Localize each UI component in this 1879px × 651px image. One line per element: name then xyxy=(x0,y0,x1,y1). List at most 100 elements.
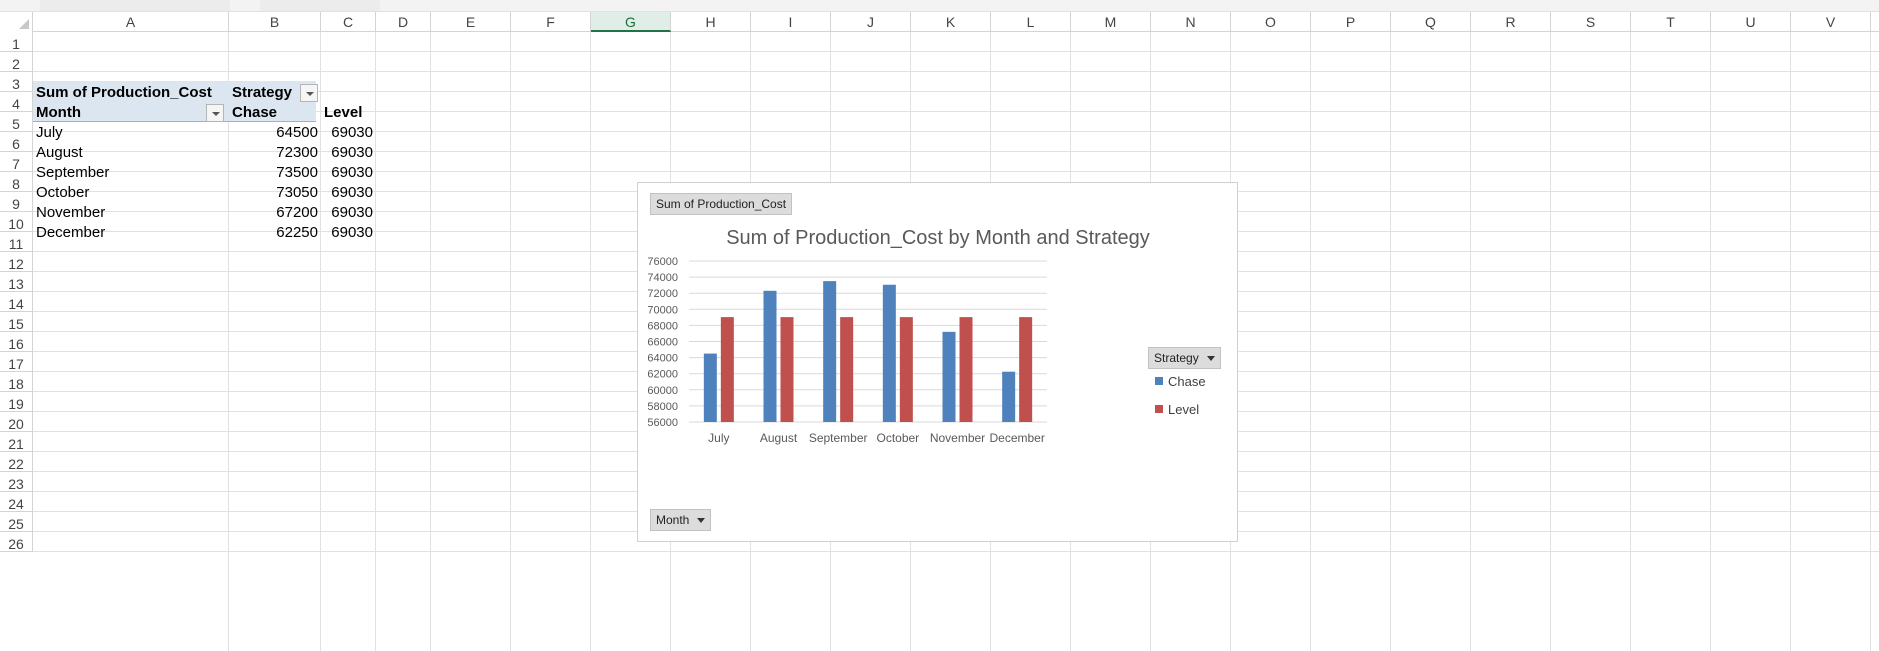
column-header-e[interactable]: E xyxy=(431,12,511,32)
row-header-25[interactable]: 25 xyxy=(0,512,33,532)
column-header-h[interactable]: H xyxy=(671,12,751,32)
column-field-filter-button[interactable] xyxy=(300,84,318,102)
bar-chase-december xyxy=(1002,371,1016,422)
bar-level-december xyxy=(1019,317,1033,422)
pivot-cell-level[interactable]: 69030 xyxy=(331,164,373,181)
pivot-col-header-level[interactable]: Level xyxy=(324,104,363,121)
pivot-cell-month[interactable]: November xyxy=(36,204,106,221)
column-header-s[interactable]: S xyxy=(1551,12,1631,32)
axis-field-button[interactable]: Month xyxy=(650,509,712,531)
bar-level-november xyxy=(959,317,973,422)
row-header-23[interactable]: 23 xyxy=(0,472,33,492)
column-header-k[interactable]: K xyxy=(911,12,991,32)
legend-entry-chase[interactable]: Chase xyxy=(1155,374,1206,389)
row-header-18[interactable]: 18 xyxy=(0,372,33,392)
pivot-cell-level[interactable]: 69030 xyxy=(331,144,373,161)
row-header-20[interactable]: 20 xyxy=(0,412,33,432)
column-header-a[interactable]: A xyxy=(33,12,229,32)
y-tick-label: 74000 xyxy=(647,272,678,284)
row-header-10[interactable]: 10 xyxy=(0,212,33,232)
column-gridline xyxy=(430,32,431,651)
bar-chase-august xyxy=(763,290,777,422)
pivot-cell-chase[interactable]: 72300 xyxy=(276,144,318,161)
row-header-12[interactable]: 12 xyxy=(0,252,33,272)
row-header-21[interactable]: 21 xyxy=(0,432,33,452)
row-header-26[interactable]: 26 xyxy=(0,532,33,552)
row-header-17[interactable]: 17 xyxy=(0,352,33,372)
row-header-6[interactable]: 6 xyxy=(0,132,33,152)
pivot-cell-chase[interactable]: 64500 xyxy=(276,124,318,141)
pivot-cell-chase[interactable]: 73500 xyxy=(276,164,318,181)
column-header-j[interactable]: J xyxy=(831,12,911,32)
pivot-cell-month[interactable]: September xyxy=(36,164,110,181)
row-gridline xyxy=(33,91,1879,92)
row-header-7[interactable]: 7 xyxy=(0,152,33,172)
pivot-chart[interactable]: Sum of Production_Cost Sum of Production… xyxy=(637,182,1238,542)
pivot-row-field-label[interactable]: Month xyxy=(36,104,81,121)
column-header-i[interactable]: I xyxy=(751,12,831,32)
column-header-m[interactable]: M xyxy=(1071,12,1151,32)
bar-level-september xyxy=(840,317,854,422)
row-header-3[interactable]: 3 xyxy=(0,72,33,92)
column-header-o[interactable]: O xyxy=(1231,12,1311,32)
column-header-l[interactable]: L xyxy=(991,12,1071,32)
row-gridline xyxy=(33,131,1879,132)
pivot-cell-level[interactable]: 69030 xyxy=(331,124,373,141)
row-header-5[interactable]: 5 xyxy=(0,112,33,132)
pivot-value-field-label[interactable]: Sum of Production_Cost xyxy=(36,84,212,101)
axis-field-label: Month xyxy=(656,513,690,527)
row-field-filter-button[interactable] xyxy=(206,104,224,122)
column-header-n[interactable]: N xyxy=(1151,12,1231,32)
pivot-cell-chase[interactable]: 73050 xyxy=(276,184,318,201)
pivot-cell-month[interactable]: December xyxy=(36,224,106,241)
pivot-header-fill xyxy=(33,81,316,121)
row-header-2[interactable]: 2 xyxy=(0,52,33,72)
pivot-cell-month[interactable]: October xyxy=(36,184,90,201)
pivot-cell-chase[interactable]: 62250 xyxy=(276,224,318,241)
row-header-24[interactable]: 24 xyxy=(0,492,33,512)
column-header-g[interactable]: G xyxy=(591,12,671,32)
column-header-r[interactable]: R xyxy=(1471,12,1551,32)
legend-field-button[interactable]: Strategy xyxy=(1148,347,1221,369)
row-header-15[interactable]: 15 xyxy=(0,312,33,332)
pivot-column-field-label[interactable]: Strategy xyxy=(232,84,293,101)
row-header-14[interactable]: 14 xyxy=(0,292,33,312)
pivot-cell-level[interactable]: 69030 xyxy=(331,204,373,221)
select-all-icon xyxy=(19,19,29,29)
column-header-t[interactable]: T xyxy=(1631,12,1711,32)
pivot-cell-level[interactable]: 69030 xyxy=(331,184,373,201)
row-header-11[interactable]: 11 xyxy=(0,232,33,252)
row-header-13[interactable]: 13 xyxy=(0,272,33,292)
pivot-col-header-chase[interactable]: Chase xyxy=(232,104,278,121)
pivot-cell-month[interactable]: July xyxy=(36,124,63,141)
select-all-corner[interactable] xyxy=(0,12,33,32)
bar-level-july xyxy=(720,317,734,422)
pivot-cell-chase[interactable]: 67200 xyxy=(276,204,318,221)
pivot-cell-level[interactable]: 69030 xyxy=(331,224,373,241)
column-header-q[interactable]: Q xyxy=(1391,12,1471,32)
column-gridline xyxy=(228,32,229,651)
y-tick-label: 76000 xyxy=(647,256,678,268)
legend-label-chase: Chase xyxy=(1168,374,1206,389)
column-header-b[interactable]: B xyxy=(229,12,321,32)
column-header-f[interactable]: F xyxy=(511,12,591,32)
column-header-c[interactable]: C xyxy=(321,12,376,32)
pivot-cell-month[interactable]: August xyxy=(36,144,83,161)
value-field-button[interactable]: Sum of Production_Cost xyxy=(650,193,793,215)
filter-dropdown-icon xyxy=(306,92,314,96)
bar-level-august xyxy=(780,317,794,422)
column-gridline xyxy=(1710,32,1711,651)
column-header-p[interactable]: P xyxy=(1311,12,1391,32)
column-header-v[interactable]: V xyxy=(1791,12,1871,32)
column-header-d[interactable]: D xyxy=(376,12,431,32)
row-header-1[interactable]: 1 xyxy=(0,32,33,52)
row-header-16[interactable]: 16 xyxy=(0,332,33,352)
row-header-8[interactable]: 8 xyxy=(0,172,33,192)
column-header-u[interactable]: U xyxy=(1711,12,1791,32)
row-header-22[interactable]: 22 xyxy=(0,452,33,472)
row-header-19[interactable]: 19 xyxy=(0,392,33,412)
row-header-9[interactable]: 9 xyxy=(0,192,33,212)
row-header-4[interactable]: 4 xyxy=(0,92,33,112)
legend-entry-level[interactable]: Level xyxy=(1155,402,1199,417)
chart-title: Sum of Production_Cost by Month and Stra… xyxy=(726,227,1150,249)
